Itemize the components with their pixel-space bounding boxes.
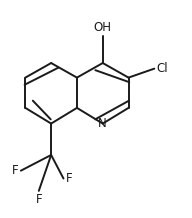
Text: F: F [12, 164, 19, 177]
Text: OH: OH [94, 21, 112, 34]
Text: N: N [98, 117, 107, 130]
Text: F: F [66, 172, 72, 185]
Text: Cl: Cl [156, 62, 168, 75]
Text: F: F [36, 193, 42, 206]
